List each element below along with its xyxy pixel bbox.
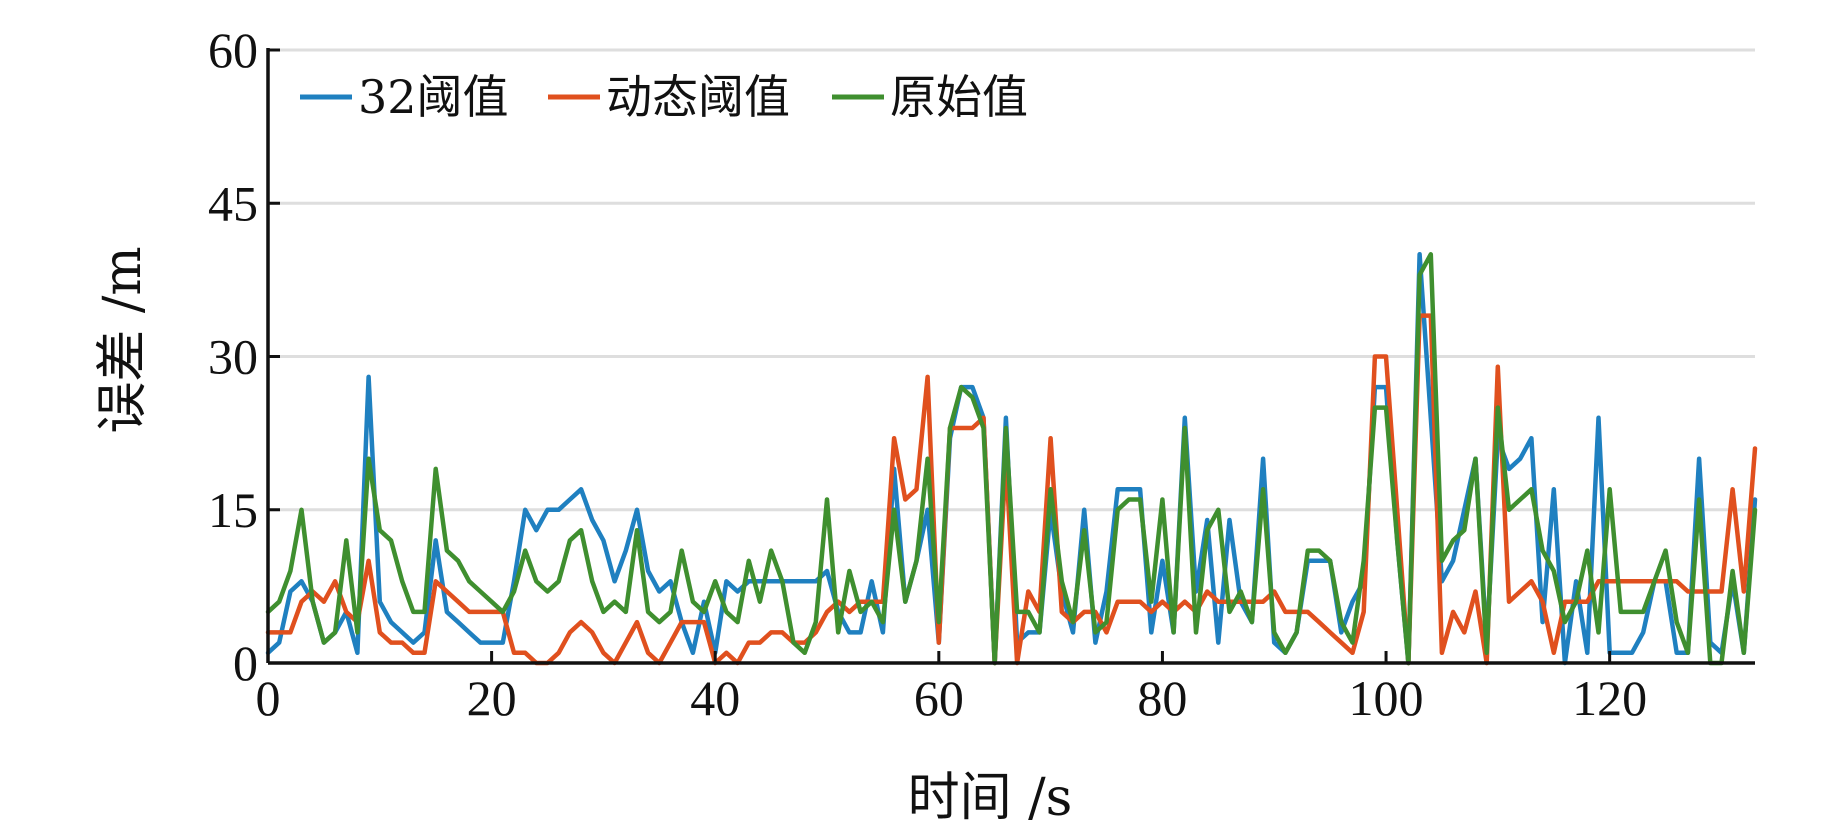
series-line-2 — [265, 313, 1758, 666]
y-tick-label-0: 0 — [233, 635, 258, 691]
x-tick-label-20: 20 — [467, 670, 517, 726]
axes — [266, 48, 1755, 665]
series-layer — [265, 252, 1758, 666]
tick-labels: 0 15 30 45 60 0 20 40 60 80 100 120 — [208, 22, 1647, 726]
x-tick-label-60: 60 — [914, 670, 964, 726]
legend: 32阈值 动态阈值 原始值 — [300, 70, 1028, 124]
y-axis-title: 误差 /m — [93, 246, 153, 433]
legend-label-1: 32阈值 — [358, 70, 509, 124]
y-tick-label-60: 60 — [208, 22, 258, 78]
x-tick-label-0: 0 — [256, 670, 281, 726]
x-tick-label-100: 100 — [1349, 670, 1424, 726]
y-tick-label-45: 45 — [208, 175, 258, 231]
series-line-3 — [265, 252, 1758, 666]
x-tick-label-40: 40 — [690, 670, 740, 726]
x-tick-label-80: 80 — [1137, 670, 1187, 726]
legend-label-2: 动态阈值 — [606, 70, 790, 124]
y-tick-label-15: 15 — [208, 482, 258, 538]
x-tick-label-120: 120 — [1572, 670, 1647, 726]
x-axis-title: 时间 /s — [908, 768, 1073, 827]
legend-label-3: 原始值 — [890, 70, 1028, 124]
y-tick-label-30: 30 — [208, 329, 258, 385]
